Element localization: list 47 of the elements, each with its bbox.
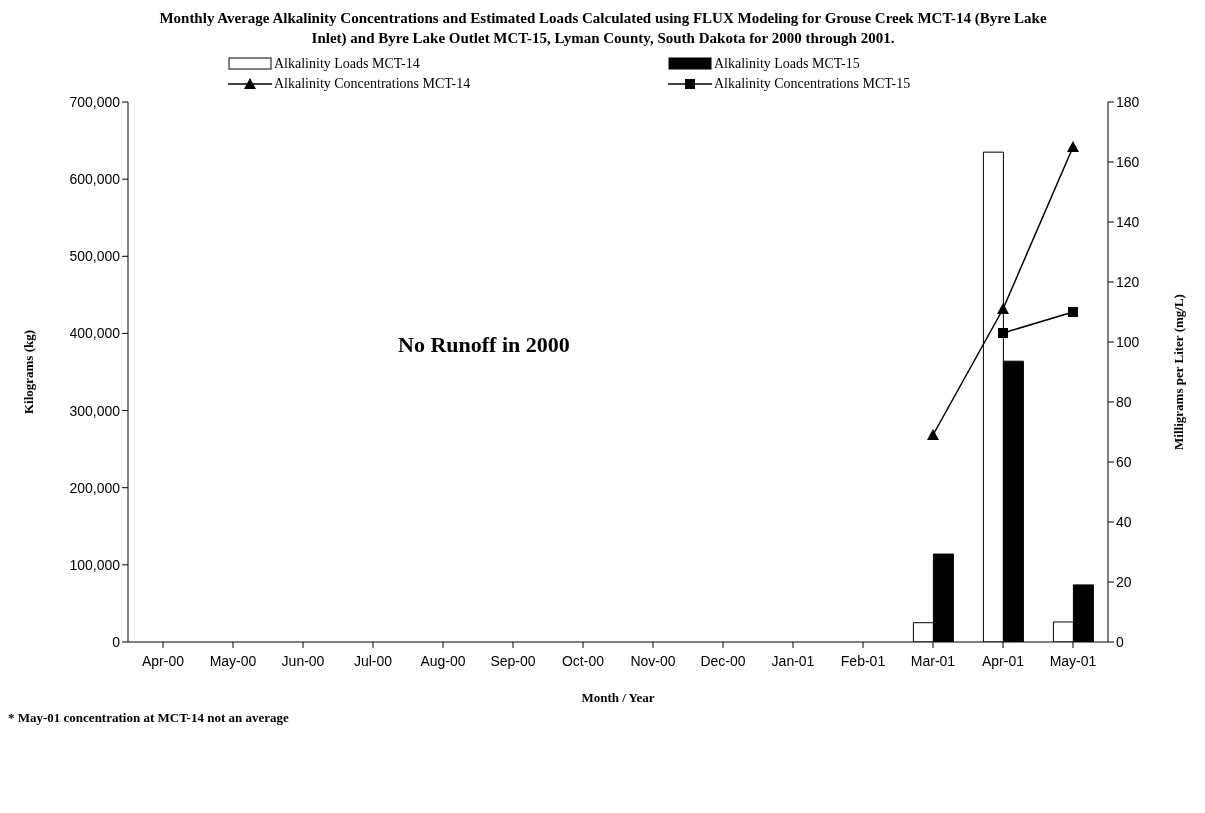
x-tick-label: Sep-00 xyxy=(490,652,536,669)
y2-tick-label: 180 xyxy=(1116,93,1140,110)
y2-tick-label: 60 xyxy=(1116,453,1132,470)
point xyxy=(927,429,939,440)
x-tick-label: Nov-00 xyxy=(630,652,676,669)
point xyxy=(1068,307,1078,317)
x-tick-label: Dec-00 xyxy=(700,652,746,669)
point xyxy=(998,328,1008,338)
legend-label: Alkalinity Loads MCT-15 xyxy=(714,56,860,72)
y-tick-label: 400,000 xyxy=(69,325,121,342)
x-tick-label: Aug-00 xyxy=(420,652,466,669)
y-tick-label: 700,000 xyxy=(69,93,121,110)
y-tick-label: 100,000 xyxy=(69,556,121,573)
y-tick-label: 500,000 xyxy=(69,248,121,265)
y2-tick-label: 20 xyxy=(1116,573,1132,590)
y-axis-title: Kilograms (kg) xyxy=(20,329,36,415)
x-tick-label: Oct-00 xyxy=(561,652,605,669)
y-tick-label: 200,000 xyxy=(69,479,121,496)
x-tick-label: Apr-00 xyxy=(141,652,185,669)
y2-tick-label: 0 xyxy=(1116,633,1124,650)
x-tick-label: Jan-01 xyxy=(771,652,815,669)
y-tick-label: 300,000 xyxy=(69,402,121,419)
chart-title: Monthly Average Alkalinity Concentrations and Estimated Loads Calculated using FLUX Modeling for Grouse Creek MCT-14 (Byre Lake Inlet) and Byre Lake Outlet MCT-15, Lyman County, South Dakota for 2000 through 2001. xyxy=(158,9,1048,48)
x-axis-title: Month / Year xyxy=(581,690,655,705)
y2-tick-label: 160 xyxy=(1116,153,1140,170)
x-tick-label: May-00 xyxy=(209,652,257,669)
x-tick-label: Jul-00 xyxy=(353,652,393,669)
y2-tick-label: 40 xyxy=(1116,513,1132,530)
legend-label: Alkalinity Concentrations MCT-15 xyxy=(714,76,911,92)
legend-label: Alkalinity Loads MCT-14 xyxy=(274,56,420,72)
x-tick-label: May-01 xyxy=(1049,652,1097,669)
y-tick-label: 600,000 xyxy=(69,171,121,188)
x-tick-label: Mar-01 xyxy=(910,652,956,669)
annotation: No Runoff in 2000 xyxy=(398,332,570,358)
x-tick-label: Feb-01 xyxy=(840,652,886,669)
y2-tick-label: 120 xyxy=(1116,273,1140,290)
point xyxy=(997,303,1009,314)
y2-tick-label: 100 xyxy=(1116,333,1140,350)
y2-tick-label: 80 xyxy=(1116,393,1132,410)
y2-axis-title: Milligrams per Liter (mg/L) xyxy=(1170,294,1186,450)
y-tick-label: 0 xyxy=(112,633,121,650)
text: * May-01 concentration at MCT-14 not an average xyxy=(8,710,289,726)
y2-tick-label: 140 xyxy=(1116,213,1140,230)
x-tick-label: Jun-00 xyxy=(281,652,325,669)
point xyxy=(1067,141,1079,152)
x-tick-label: Apr-01 xyxy=(981,652,1025,669)
legend-label: Alkalinity Concentrations MCT-14 xyxy=(274,76,471,92)
